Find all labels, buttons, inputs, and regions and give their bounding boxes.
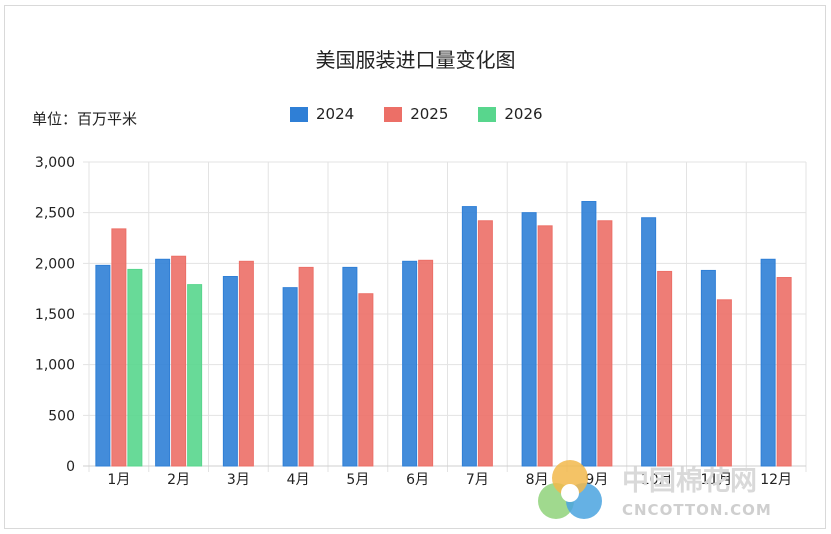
x-tick-label: 8月 (526, 472, 549, 488)
legend-item-2024[interactable]: 2024 (290, 105, 354, 123)
bar-2024-10[interactable] (641, 217, 657, 467)
bar-2025-8[interactable] (537, 225, 553, 467)
y-tick-label: 3,000 (35, 155, 75, 171)
legend-swatch-2024 (290, 106, 308, 122)
y-tick-label: 1,500 (35, 307, 75, 323)
bar-2025-9[interactable] (597, 220, 613, 467)
bar-2024-3[interactable] (222, 276, 238, 467)
y-tick-label: 0 (66, 459, 75, 475)
watermark-cn: 中国棉花网 (622, 466, 757, 497)
x-tick-label: 6月 (406, 472, 429, 488)
x-tick-label: 3月 (227, 472, 250, 488)
y-tick-label: 1,000 (35, 358, 75, 374)
bar-2025-11[interactable] (716, 299, 732, 467)
chart-title: 美国服装进口量变化图 (315, 48, 516, 72)
y-tick-label: 2,500 (35, 206, 75, 222)
grid-lines (83, 161, 807, 472)
x-tick-label: 12月 (760, 472, 792, 488)
bar-2025-10[interactable] (657, 270, 673, 467)
x-tick-label: 9月 (585, 472, 608, 488)
bar-2025-2[interactable] (171, 255, 187, 467)
bar-2026-1[interactable] (127, 268, 143, 467)
watermark-logo (538, 460, 602, 519)
bar-2026-2[interactable] (187, 284, 203, 467)
x-tick-label: 7月 (466, 472, 489, 488)
bar-2025-7[interactable] (477, 220, 493, 467)
bar-2024-9[interactable] (581, 201, 597, 467)
bar-2024-4[interactable] (282, 287, 298, 467)
bar-2024-1[interactable] (95, 264, 111, 467)
bar-2024-12[interactable] (760, 258, 776, 467)
legend-swatch-2025 (384, 106, 403, 122)
bar-2025-12[interactable] (776, 277, 792, 467)
x-tick-label: 11月 (700, 472, 732, 488)
legend: 2024 2025 2026 (290, 105, 543, 123)
bar-2025-3[interactable] (238, 260, 254, 467)
bar-2025-4[interactable] (298, 266, 314, 467)
x-axis-ticks: 1月 2月 3月 4月 5月 6月 7月 8月 9月 10月 11月 12月 (107, 472, 792, 488)
bar-2024-2[interactable] (155, 258, 171, 467)
bar-2024-11[interactable] (700, 269, 716, 467)
bar-2024-8[interactable] (521, 212, 537, 467)
y-tick-label: 2,000 (35, 256, 75, 272)
bar-2025-5[interactable] (358, 293, 374, 467)
legend-label-2025: 2025 (410, 105, 449, 123)
x-tick-label: 5月 (346, 472, 369, 488)
y-tick-label: 500 (48, 408, 75, 424)
legend-label-2024: 2024 (316, 105, 355, 123)
x-tick-label: 1月 (107, 472, 130, 488)
legend-item-2026[interactable]: 2026 (478, 105, 543, 123)
bars (95, 201, 792, 467)
bar-2024-7[interactable] (461, 206, 477, 467)
y-axis-ticks: 0 500 1,000 1,500 2,000 2,500 3,000 (35, 155, 75, 475)
watermark-en: CNCOTTON.COM (622, 501, 772, 519)
bar-2024-5[interactable] (342, 266, 358, 467)
bar-2025-1[interactable] (111, 228, 127, 467)
bar-2025-6[interactable] (418, 259, 434, 467)
legend-item-2025[interactable]: 2025 (384, 105, 448, 123)
x-tick-label: 10月 (641, 472, 673, 488)
x-tick-label: 4月 (287, 472, 310, 488)
x-tick-label: 2月 (167, 472, 190, 488)
watermark: 中国棉花网 CNCOTTON.COM (538, 460, 772, 519)
bar-2024-6[interactable] (402, 260, 418, 467)
legend-swatch-2026 (478, 106, 497, 122)
legend-label-2026: 2026 (504, 105, 543, 123)
unit-label: 单位：百万平米 (32, 110, 138, 128)
